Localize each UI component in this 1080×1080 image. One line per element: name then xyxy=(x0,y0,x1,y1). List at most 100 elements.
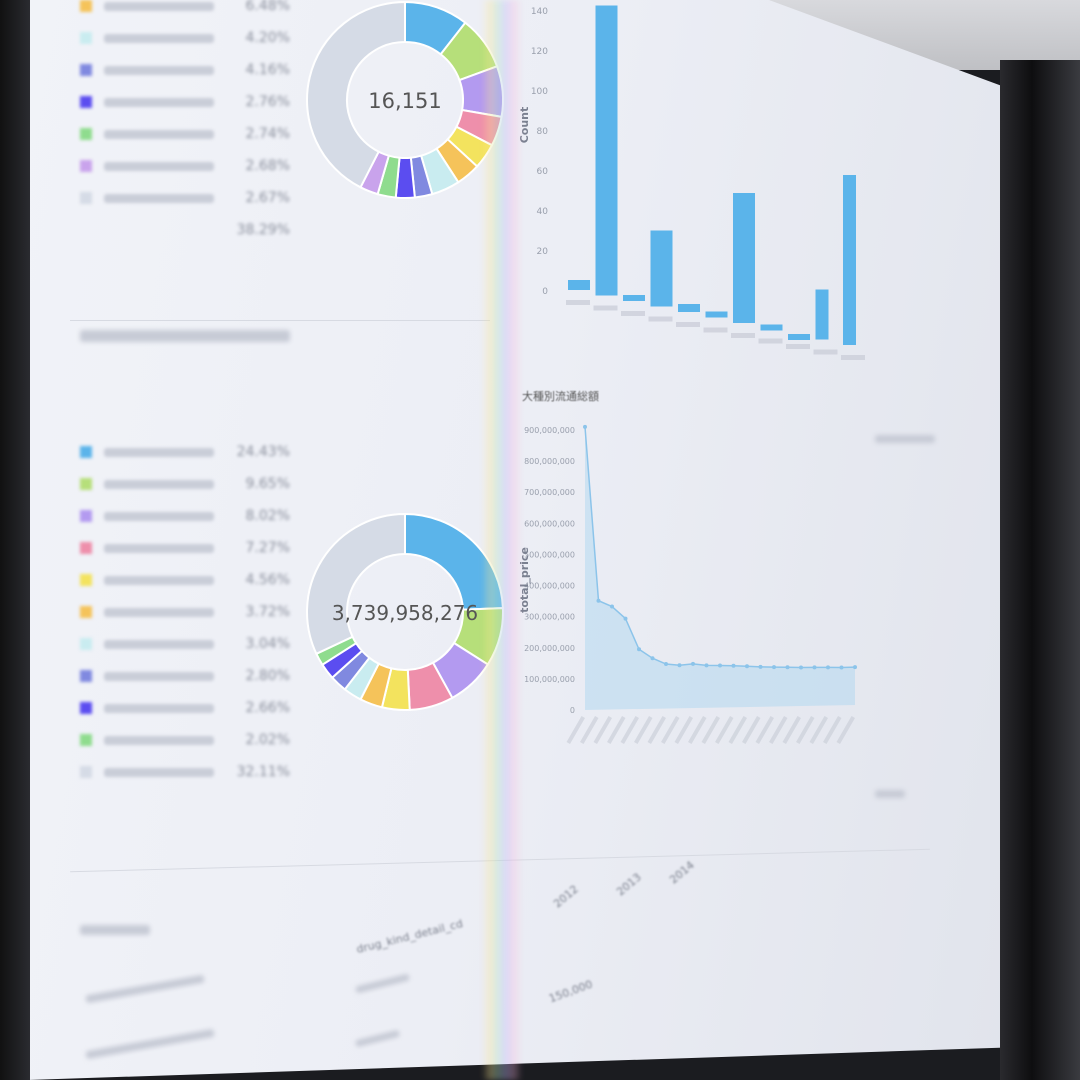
donut-slice[interactable] xyxy=(306,0,406,189)
donut-slice[interactable] xyxy=(306,512,406,656)
legend-item[interactable]: 2.02% xyxy=(80,724,290,756)
y-axis-label: Count xyxy=(518,107,531,144)
x-tick-label-blurred xyxy=(809,716,828,744)
legend-item[interactable]: 2.80% xyxy=(80,660,290,692)
legend-item[interactable]: 2.66% xyxy=(80,692,290,724)
y-axis-label: total_price xyxy=(518,547,531,613)
monitor-bezel-right xyxy=(1000,60,1080,1080)
legend-item[interactable]: 4.20% xyxy=(80,22,290,54)
legend-label-blurred xyxy=(104,639,214,649)
legend-item[interactable]: 38.29% xyxy=(80,214,290,246)
legend-item[interactable]: 8.02% xyxy=(80,500,290,532)
donut-center-value: 16,151 xyxy=(368,89,441,113)
legend-swatch xyxy=(80,128,92,140)
legend-item[interactable]: 2.67% xyxy=(80,182,290,214)
bar[interactable] xyxy=(788,334,810,340)
legend-item[interactable]: 4.56% xyxy=(80,564,290,596)
legend-item[interactable]: 3.72% xyxy=(80,596,290,628)
legend-label-blurred xyxy=(104,161,214,171)
data-point[interactable] xyxy=(677,663,682,668)
bar[interactable] xyxy=(568,280,590,290)
x-tick-label-blurred xyxy=(648,316,673,322)
legend-label-blurred xyxy=(104,97,214,107)
legend-item[interactable]: 4.16% xyxy=(80,54,290,86)
legend-label-blurred xyxy=(104,65,214,75)
x-tick-label-blurred xyxy=(823,716,842,744)
legend-percent: 24.43% xyxy=(236,444,290,460)
legend-item[interactable]: 2.76% xyxy=(80,86,290,118)
data-point[interactable] xyxy=(745,664,749,669)
area-fill xyxy=(585,426,855,710)
y-tick-label: 60 xyxy=(537,167,549,177)
bar[interactable] xyxy=(650,230,673,307)
x-tick-label-blurred xyxy=(701,716,720,744)
legend-label-blurred xyxy=(104,129,214,139)
data-point[interactable] xyxy=(826,665,830,670)
legend-item[interactable]: 2.68% xyxy=(80,150,290,182)
legend-item[interactable]: 9.65% xyxy=(80,468,290,500)
data-point[interactable] xyxy=(718,663,722,668)
y-tick-label: 0 xyxy=(570,706,575,715)
x-tick-label-blurred xyxy=(620,716,639,744)
legend-percent: 2.74% xyxy=(245,126,290,142)
area-chart-title: 大種別流通総額 xyxy=(522,390,599,403)
legend-percent: 3.04% xyxy=(245,636,290,652)
x-tick-label-blurred xyxy=(728,716,747,744)
legend-label-blurred xyxy=(104,575,214,585)
x-tick-label-blurred xyxy=(621,311,645,316)
legend-item[interactable]: 24.43% xyxy=(80,436,290,468)
legend-item[interactable]: 2.74% xyxy=(80,118,290,150)
data-point[interactable] xyxy=(650,656,655,661)
donut-chart-2: 3,739,958,276 xyxy=(306,512,504,711)
legend-swatch xyxy=(80,192,92,204)
legend-swatch xyxy=(80,702,92,714)
legend-swatch xyxy=(80,574,92,586)
y-tick-label: 500,000,000 xyxy=(524,550,575,559)
legend-item[interactable]: 32.11% xyxy=(80,756,290,788)
donut2-legend: 24.43% 9.65% 8.02% 7.27% 4.56% 3.72% 3.04% 2.80… xyxy=(80,436,290,788)
legend-label-blurred xyxy=(104,607,214,617)
legend-swatch xyxy=(80,638,92,650)
data-point[interactable] xyxy=(610,604,614,609)
data-point[interactable] xyxy=(583,424,587,429)
data-point[interactable] xyxy=(664,662,668,667)
legend-swatch xyxy=(80,734,92,746)
data-point[interactable] xyxy=(637,647,641,652)
donut-slice[interactable] xyxy=(404,512,504,611)
data-point[interactable] xyxy=(704,663,709,668)
blurred-text xyxy=(80,925,150,935)
y-tick-label: 140 xyxy=(531,7,548,17)
legend-label-blurred xyxy=(104,703,214,713)
legend-item[interactable]: 3.04% xyxy=(80,628,290,660)
data-point[interactable] xyxy=(799,665,803,670)
bar[interactable] xyxy=(705,311,728,318)
bar[interactable] xyxy=(733,193,755,323)
x-tick-label-blurred xyxy=(769,716,788,744)
blurred-text xyxy=(875,435,935,443)
monitor-bezel-left xyxy=(0,0,30,1080)
data-point[interactable] xyxy=(731,663,736,668)
bar[interactable] xyxy=(623,295,645,301)
data-point[interactable] xyxy=(758,664,763,669)
x-tick-label-blurred xyxy=(607,716,626,744)
data-point[interactable] xyxy=(691,661,695,666)
data-point[interactable] xyxy=(623,616,628,621)
data-point[interactable] xyxy=(785,665,790,670)
y-tick-label: 0 xyxy=(542,287,548,297)
legend-label-blurred xyxy=(104,543,214,553)
legend-swatch xyxy=(80,64,92,76)
bar[interactable] xyxy=(678,304,700,312)
data-point[interactable] xyxy=(812,665,817,670)
data-point[interactable] xyxy=(772,665,776,670)
bar[interactable] xyxy=(815,289,829,340)
data-point[interactable] xyxy=(596,598,601,603)
bar[interactable] xyxy=(760,324,783,331)
legend-item[interactable]: 6.48% xyxy=(80,0,290,22)
x-tick-label-blurred xyxy=(593,716,612,744)
legend-item[interactable]: 7.27% xyxy=(80,532,290,564)
bar[interactable] xyxy=(595,5,618,296)
bar[interactable] xyxy=(843,175,856,345)
legend-label-blurred xyxy=(104,1,214,11)
data-point[interactable] xyxy=(853,665,857,670)
data-point[interactable] xyxy=(839,665,844,670)
